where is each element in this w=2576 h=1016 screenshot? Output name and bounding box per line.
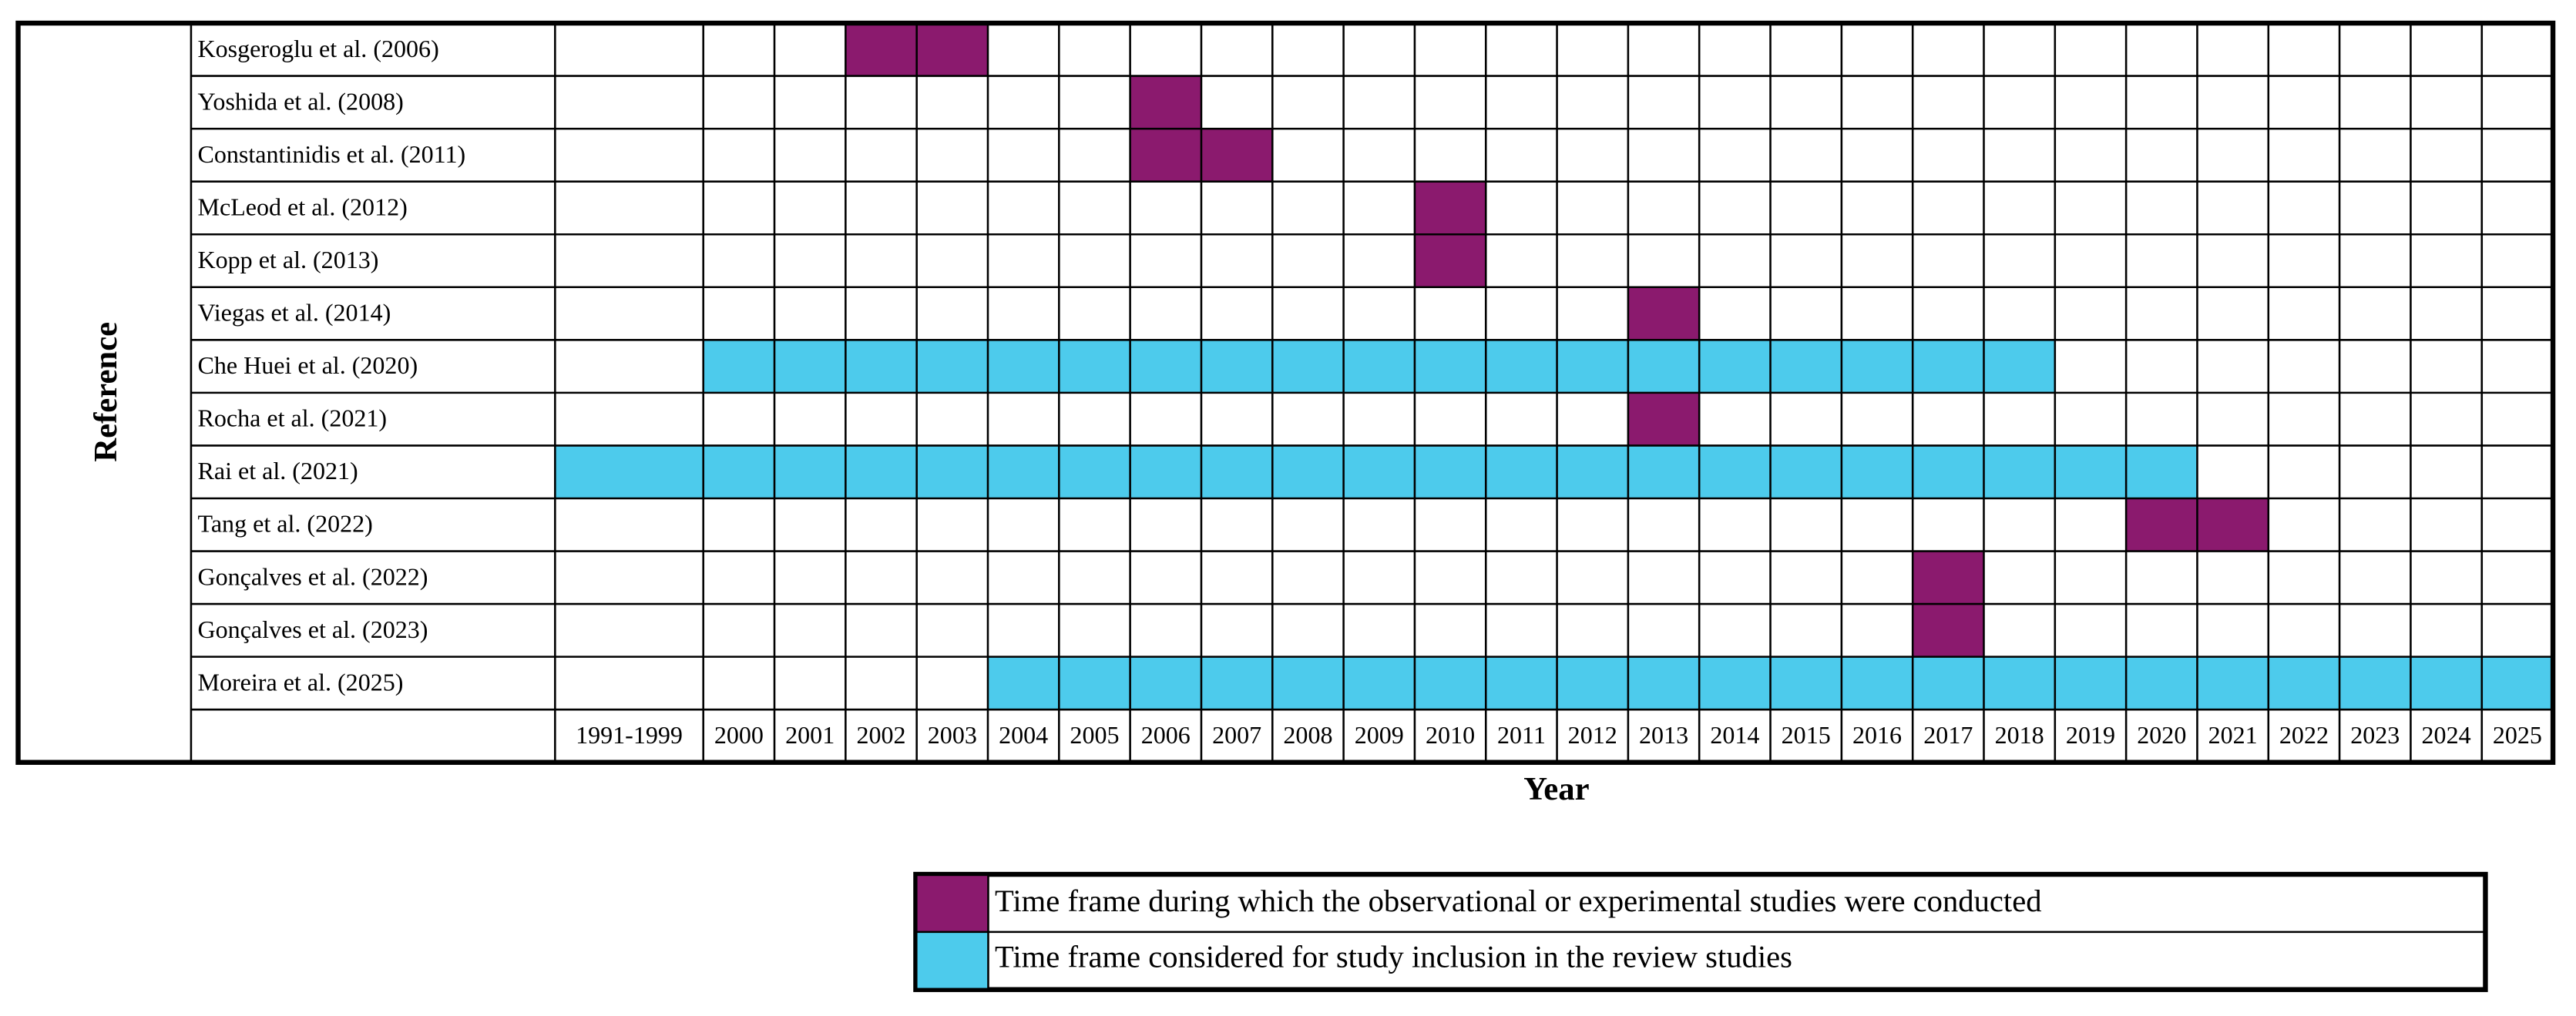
time-span: [703, 340, 2055, 393]
column-label: 2025: [2493, 721, 2542, 749]
time-span: [1130, 75, 1201, 129]
row-label: Rocha et al. (2021): [197, 404, 387, 432]
row-label: Viegas et al. (2014): [197, 299, 391, 327]
column-label: 2017: [1923, 721, 1973, 749]
column-label: 2004: [999, 721, 1048, 749]
column-label: 2000: [714, 721, 764, 749]
time-span: [1627, 392, 1700, 446]
column-label: 2011: [1497, 721, 1546, 749]
column-label: 2016: [1852, 721, 1902, 749]
row-label: Yoshida et al. (2008): [197, 87, 403, 115]
column-label: 2024: [2422, 721, 2471, 749]
row-label: Che Huei et al. (2020): [197, 351, 418, 379]
column-label: 2023: [2350, 721, 2400, 749]
legend-label: Time frame during which the observationa…: [995, 884, 2042, 918]
column-label: 2006: [1141, 721, 1191, 749]
time-span: [1913, 551, 1984, 605]
row-label: McLeod et al. (2012): [197, 193, 407, 220]
column-label: 2012: [1568, 721, 1617, 749]
table-border: [15, 20, 2556, 765]
legend-swatch: [917, 876, 989, 932]
row-label: Rai et al. (2021): [197, 457, 358, 485]
row-label: Constantinidis et al. (2011): [197, 140, 465, 168]
column-label: 2008: [1283, 721, 1332, 749]
row-label: Gonçalves et al. (2023): [197, 615, 428, 643]
column-label: 2003: [928, 721, 977, 749]
column-label: 2019: [2066, 721, 2115, 749]
column-label: 2009: [1355, 721, 1404, 749]
row-label: Gonçalves et al. (2022): [197, 562, 428, 590]
time-span: [555, 445, 2198, 498]
time-span: [1414, 181, 1486, 235]
time-span: [1414, 234, 1486, 287]
legend-swatch: [917, 931, 989, 988]
y-axis-label: Reference: [88, 322, 124, 462]
legend: Time frame during which the observationa…: [913, 871, 2488, 992]
column-label: 2002: [856, 721, 905, 749]
column-label: 2015: [1782, 721, 1831, 749]
column-label: 2001: [785, 721, 835, 749]
legend-label: Time frame considered for study inclusio…: [995, 940, 1792, 974]
row-label: Moreira et al. (2025): [197, 668, 403, 696]
column-label: 2007: [1212, 721, 1261, 749]
column-label: 2013: [1639, 721, 1688, 749]
column-label: 1991-1999: [576, 721, 683, 749]
column-label: 2005: [1070, 721, 1119, 749]
time-span: [1627, 287, 1700, 340]
time-span: [1913, 604, 1984, 657]
column-label: 2010: [1426, 721, 1475, 749]
column-label: 2021: [2208, 721, 2258, 749]
column-label: 2018: [1995, 721, 2044, 749]
row-label: Kosgeroglu et al. (2006): [197, 35, 438, 62]
row-label: Kopp et al. (2013): [197, 246, 378, 273]
row-label: Tang et al. (2022): [197, 510, 372, 538]
column-label: 2020: [2137, 721, 2186, 749]
x-axis-label: Year: [1523, 771, 1589, 807]
column-label: 2014: [1710, 721, 1759, 749]
column-label: 2022: [2279, 721, 2329, 749]
